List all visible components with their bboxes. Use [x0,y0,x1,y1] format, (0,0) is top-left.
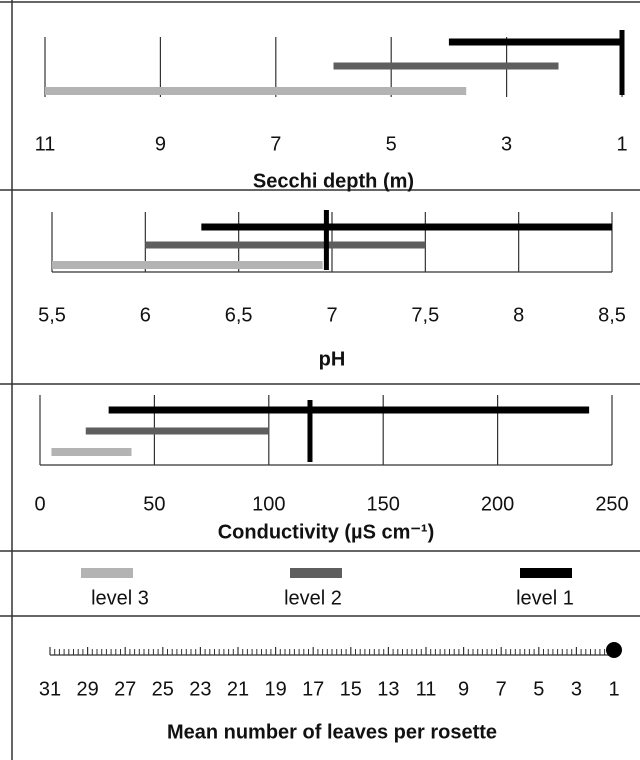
legend-label: level 3 [91,587,149,609]
x-tick-label: 11 [416,678,437,700]
legend-swatch [81,568,133,578]
x-tick-label: 1 [616,133,627,155]
legend-swatch [290,568,342,578]
range-bar [51,448,132,456]
x-tick-label: 23 [189,678,211,700]
x-tick-label: 9 [155,133,166,155]
x-axis-title: Mean number of leaves per rosette [167,721,497,743]
x-tick-label: 25 [152,678,174,700]
x-axis-title: Secchi depth (m) [253,170,414,192]
range-bar [45,87,467,95]
x-tick-label: 13 [377,678,399,700]
x-tick-label: 29 [76,678,98,700]
x-tick-label: 19 [264,678,286,700]
x-tick-label: 200 [481,493,514,515]
legend-label: level 1 [516,587,574,609]
range-bar [85,427,269,435]
range-bar [333,62,559,70]
dot [606,642,622,658]
x-tick-label: 0 [34,493,45,515]
x-tick-label: 15 [340,678,362,700]
x-axis-title: pH [319,348,346,370]
x-tick-label: 50 [143,493,165,515]
x-tick-label: 31 [39,678,61,700]
x-tick-label: 27 [114,678,136,700]
range-bar [201,223,613,231]
x-tick-label: 150 [367,493,400,515]
range-bar [145,241,426,249]
range-bar [52,261,323,269]
x-tick-label: 9 [458,678,469,700]
x-tick-label: 5 [533,678,544,700]
x-tick-label: 5,5 [38,304,66,326]
x-tick-label: 7 [270,133,281,155]
x-tick-label: 5 [386,133,397,155]
x-tick-label: 7 [326,304,337,326]
x-tick-label: 3 [501,133,512,155]
range-bar [448,38,622,46]
x-tick-label: 7,5 [411,304,439,326]
x-tick-label: 250 [595,493,628,515]
x-tick-label: 8,5 [598,304,626,326]
x-axis-title: Conductivity (µS cm⁻¹) [218,521,435,543]
x-tick-label: 11 [35,133,56,155]
x-tick-label: 6 [140,304,151,326]
legend-swatch [520,568,572,578]
x-tick-label: 100 [252,493,285,515]
x-tick-label: 7 [496,678,507,700]
x-tick-label: 6,5 [225,304,253,326]
x-tick-label: 21 [227,678,249,700]
legend-label: level 2 [284,587,342,609]
x-tick-label: 8 [513,304,524,326]
x-tick-label: 1 [608,678,619,700]
range-bar [108,406,590,414]
x-tick-label: 17 [302,678,324,700]
x-tick-label: 3 [571,678,582,700]
